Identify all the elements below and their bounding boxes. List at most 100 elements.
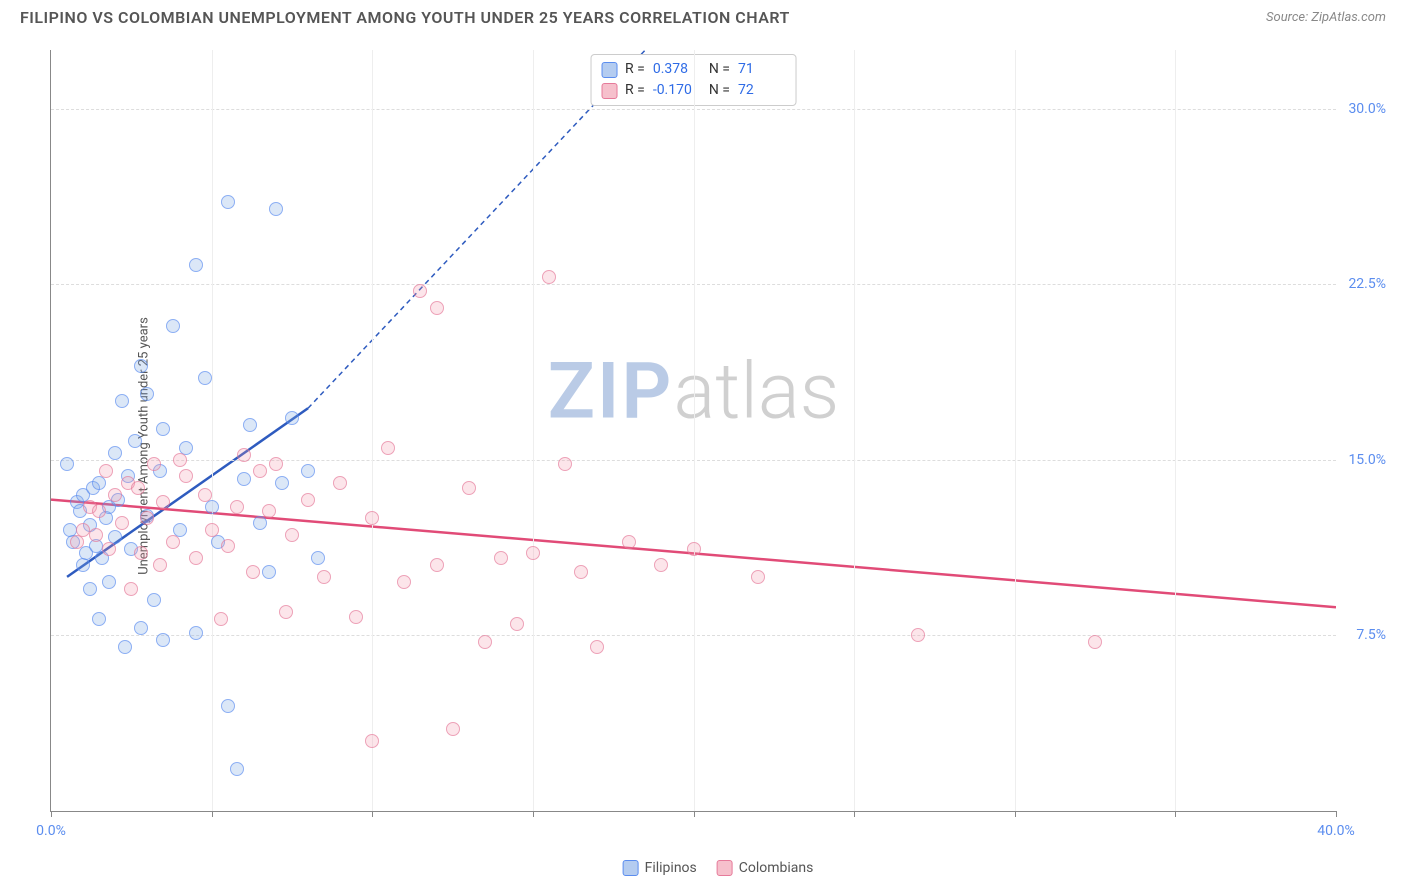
data-point (333, 476, 347, 490)
data-point (654, 558, 668, 572)
data-point (76, 558, 90, 572)
data-point (230, 762, 244, 776)
x-tick-mark (372, 811, 373, 817)
data-point (156, 633, 170, 647)
gridline-v (1015, 50, 1016, 811)
data-point (430, 558, 444, 572)
data-point (243, 418, 257, 432)
data-point (221, 699, 235, 713)
gridline-v (533, 50, 534, 811)
data-point (285, 411, 299, 425)
data-point (687, 542, 701, 556)
data-point (115, 516, 129, 530)
data-point (205, 523, 219, 537)
data-point (279, 605, 293, 619)
data-point (140, 511, 154, 525)
data-point (397, 575, 411, 589)
data-point (275, 476, 289, 490)
data-point (134, 546, 148, 560)
x-tick-label: 0.0% (36, 823, 66, 839)
data-point (60, 457, 74, 471)
data-point (198, 371, 212, 385)
data-point (214, 612, 228, 626)
data-point (269, 457, 283, 471)
data-point (446, 722, 460, 736)
legend-swatch-filipinos-icon (623, 860, 639, 876)
chart-title: FILIPINO VS COLOMBIAN UNEMPLOYMENT AMONG… (20, 8, 790, 27)
y-tick-label: 22.5% (1338, 276, 1386, 292)
data-point (622, 535, 636, 549)
data-point (189, 551, 203, 565)
plot-area: ZIPatlas R = 0.378 N = 71 R = -0.170 N =… (50, 50, 1336, 812)
data-point (526, 546, 540, 560)
data-point (134, 359, 148, 373)
data-point (462, 481, 476, 495)
data-point (262, 504, 276, 518)
data-point (478, 635, 492, 649)
y-tick-label: 15.0% (1338, 452, 1386, 468)
data-point (221, 539, 235, 553)
data-point (262, 565, 276, 579)
legend-label-filipinos: Filipinos (645, 860, 697, 876)
r-label: R = (625, 59, 645, 80)
x-tick-mark (212, 811, 213, 817)
x-tick-mark (1336, 811, 1337, 817)
data-point (510, 617, 524, 631)
data-point (542, 270, 556, 284)
x-tick-mark (694, 811, 695, 817)
data-point (166, 535, 180, 549)
watermark-atlas: atlas (673, 347, 839, 438)
data-point (102, 542, 116, 556)
bottom-legend: Filipinos Colombians (623, 860, 814, 876)
data-point (1088, 635, 1102, 649)
data-point (285, 528, 299, 542)
chart-header: FILIPINO VS COLOMBIAN UNEMPLOYMENT AMONG… (0, 0, 1406, 31)
n-value-filipinos: 71 (738, 59, 786, 80)
data-point (131, 481, 145, 495)
data-point (115, 394, 129, 408)
data-point (301, 464, 315, 478)
data-point (381, 441, 395, 455)
data-point (590, 640, 604, 654)
data-point (156, 495, 170, 509)
gridline-v (372, 50, 373, 811)
data-point (128, 434, 142, 448)
data-point (253, 516, 267, 530)
x-tick-mark (854, 811, 855, 817)
n-label-2: N = (709, 80, 730, 101)
watermark-zip: ZIP (548, 347, 674, 438)
data-point (108, 488, 122, 502)
gridline-v (694, 50, 695, 811)
data-point (558, 457, 572, 471)
data-point (179, 469, 193, 483)
r-label-2: R = (625, 80, 645, 101)
n-value-colombians: 72 (738, 80, 786, 101)
data-point (156, 422, 170, 436)
data-point (189, 258, 203, 272)
data-point (317, 570, 331, 584)
y-tick-label: 7.5% (1338, 627, 1386, 643)
x-tick-mark (533, 811, 534, 817)
data-point (269, 202, 283, 216)
data-point (83, 582, 97, 596)
legend-label-colombians: Colombians (739, 860, 814, 876)
data-point (911, 628, 925, 642)
data-point (311, 551, 325, 565)
data-point (147, 593, 161, 607)
data-point (153, 558, 167, 572)
data-point (751, 570, 765, 584)
x-tick-label: 40.0% (1317, 823, 1355, 839)
data-point (494, 551, 508, 565)
data-point (124, 582, 138, 596)
data-point (89, 528, 103, 542)
chart-source: Source: ZipAtlas.com (1266, 10, 1386, 25)
data-point (102, 575, 116, 589)
y-tick-label: 30.0% (1338, 101, 1386, 117)
data-point (189, 626, 203, 640)
data-point (198, 488, 212, 502)
data-point (118, 640, 132, 654)
data-point (166, 319, 180, 333)
data-point (574, 565, 588, 579)
data-point (92, 612, 106, 626)
data-point (99, 464, 113, 478)
